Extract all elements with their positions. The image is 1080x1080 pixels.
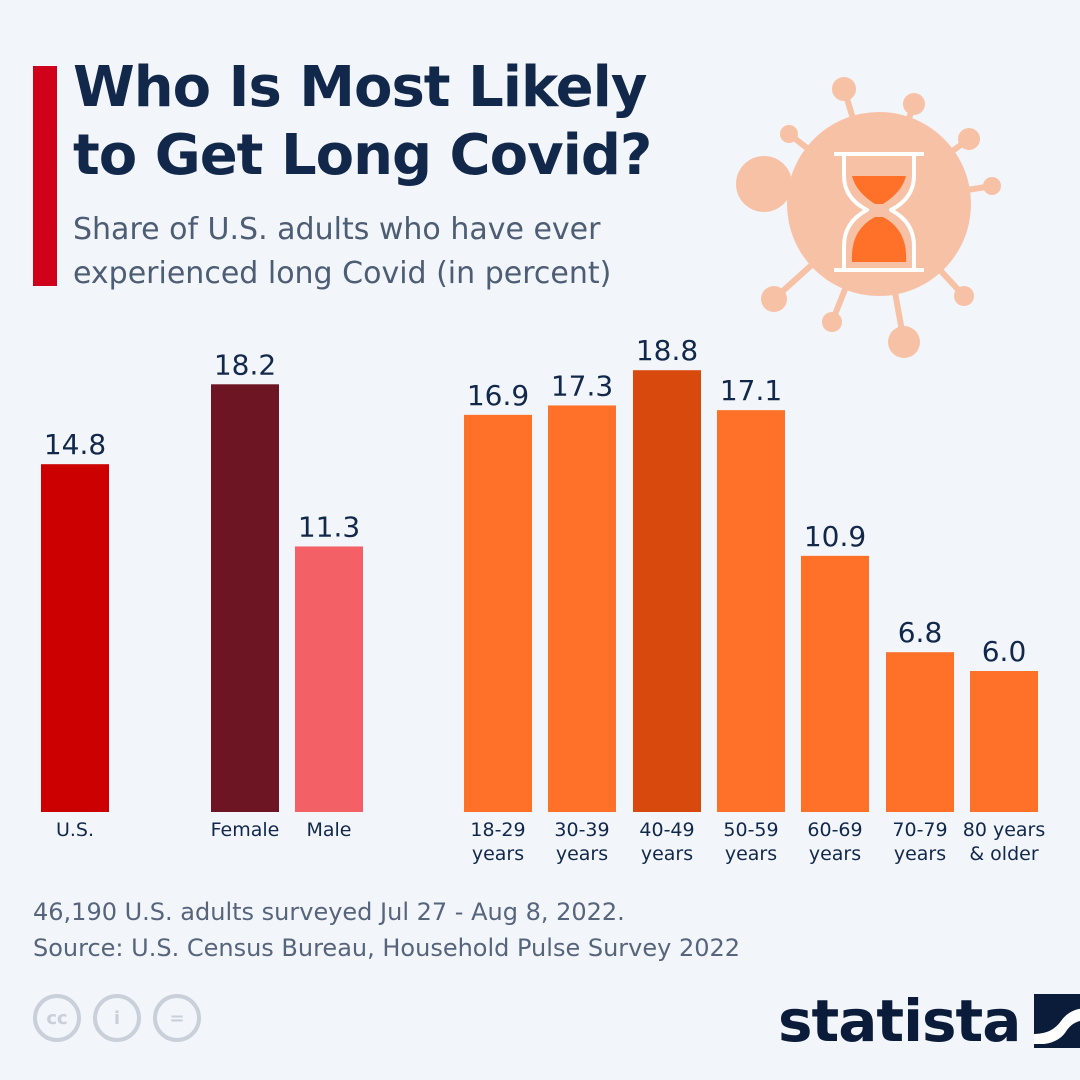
category-label-70-79-years: years	[894, 843, 946, 865]
category-label-40-49-years: years	[641, 843, 693, 865]
value-label-30-39-years: 17.3	[551, 369, 613, 402]
virus-hourglass-icon	[736, 77, 1001, 358]
bar-18-29-years	[464, 414, 532, 812]
category-label-50-59-years: 50-59	[723, 819, 778, 841]
page-subtitle: Share of U.S. adults who have ever exper…	[73, 212, 612, 291]
category-label-female: Female	[211, 819, 280, 841]
category-label-60-69-years: years	[809, 843, 861, 865]
category-label-40-49-years: 40-49	[639, 819, 694, 841]
bar-u-s	[41, 464, 109, 812]
category-label-male: Male	[306, 819, 351, 841]
value-label-80-years-older: 6.0	[982, 635, 1027, 668]
bar-80-years-older	[970, 671, 1038, 812]
category-label-30-39-years: 30-39	[554, 819, 609, 841]
category-label-80-years-older: 80 years	[963, 819, 1046, 841]
category-label-50-59-years: years	[725, 843, 777, 865]
bar-30-39-years	[548, 405, 616, 812]
category-label-30-39-years: years	[556, 843, 608, 865]
value-label-50-59-years: 17.1	[720, 374, 782, 407]
cc-icon[interactable]: cc	[33, 994, 81, 1042]
no-derivatives-icon[interactable]: =	[153, 994, 201, 1042]
brand-wordmark: statista	[778, 987, 1021, 1055]
survey-note: 46,190 U.S. adults surveyed Jul 27 - Aug…	[33, 898, 625, 926]
bar-female	[211, 384, 279, 812]
category-label-18-29-years: years	[472, 843, 524, 865]
statista-mark-icon	[1034, 994, 1080, 1048]
bar-chart: 14.8U.S.18.2Female11.3Male16.918-29years…	[41, 334, 1046, 865]
value-label-u-s: 14.8	[44, 428, 106, 461]
attribution-icon[interactable]: i	[93, 994, 141, 1042]
value-label-female: 18.2	[214, 348, 276, 381]
statista-logo[interactable]: statista	[778, 985, 1080, 1057]
bar-male	[295, 546, 363, 812]
page-title: Who Is Most Likely to Get Long Covid?	[73, 55, 652, 188]
value-label-40-49-years: 18.8	[636, 334, 698, 367]
value-label-18-29-years: 16.9	[467, 379, 529, 412]
source-line: Source: U.S. Census Bureau, Household Pu…	[33, 934, 741, 962]
value-label-male: 11.3	[298, 510, 360, 543]
title-accent-bar	[33, 66, 57, 286]
category-label-80-years-older: & older	[969, 843, 1039, 865]
value-label-60-69-years: 10.9	[804, 520, 866, 553]
bar-40-49-years	[633, 370, 701, 812]
chart-footnote: 46,190 U.S. adults surveyed Jul 27 - Aug…	[33, 894, 740, 966]
category-label-18-29-years: 18-29	[470, 819, 525, 841]
bar-70-79-years	[886, 652, 954, 812]
bar-60-69-years	[801, 555, 869, 812]
category-label-60-69-years: 60-69	[807, 819, 862, 841]
bar-50-59-years	[717, 410, 785, 812]
value-label-70-79-years: 6.8	[898, 616, 943, 649]
category-label-70-79-years: 70-79	[892, 819, 947, 841]
license-icons: cc i =	[33, 994, 201, 1042]
category-label-u-s: U.S.	[56, 819, 94, 841]
